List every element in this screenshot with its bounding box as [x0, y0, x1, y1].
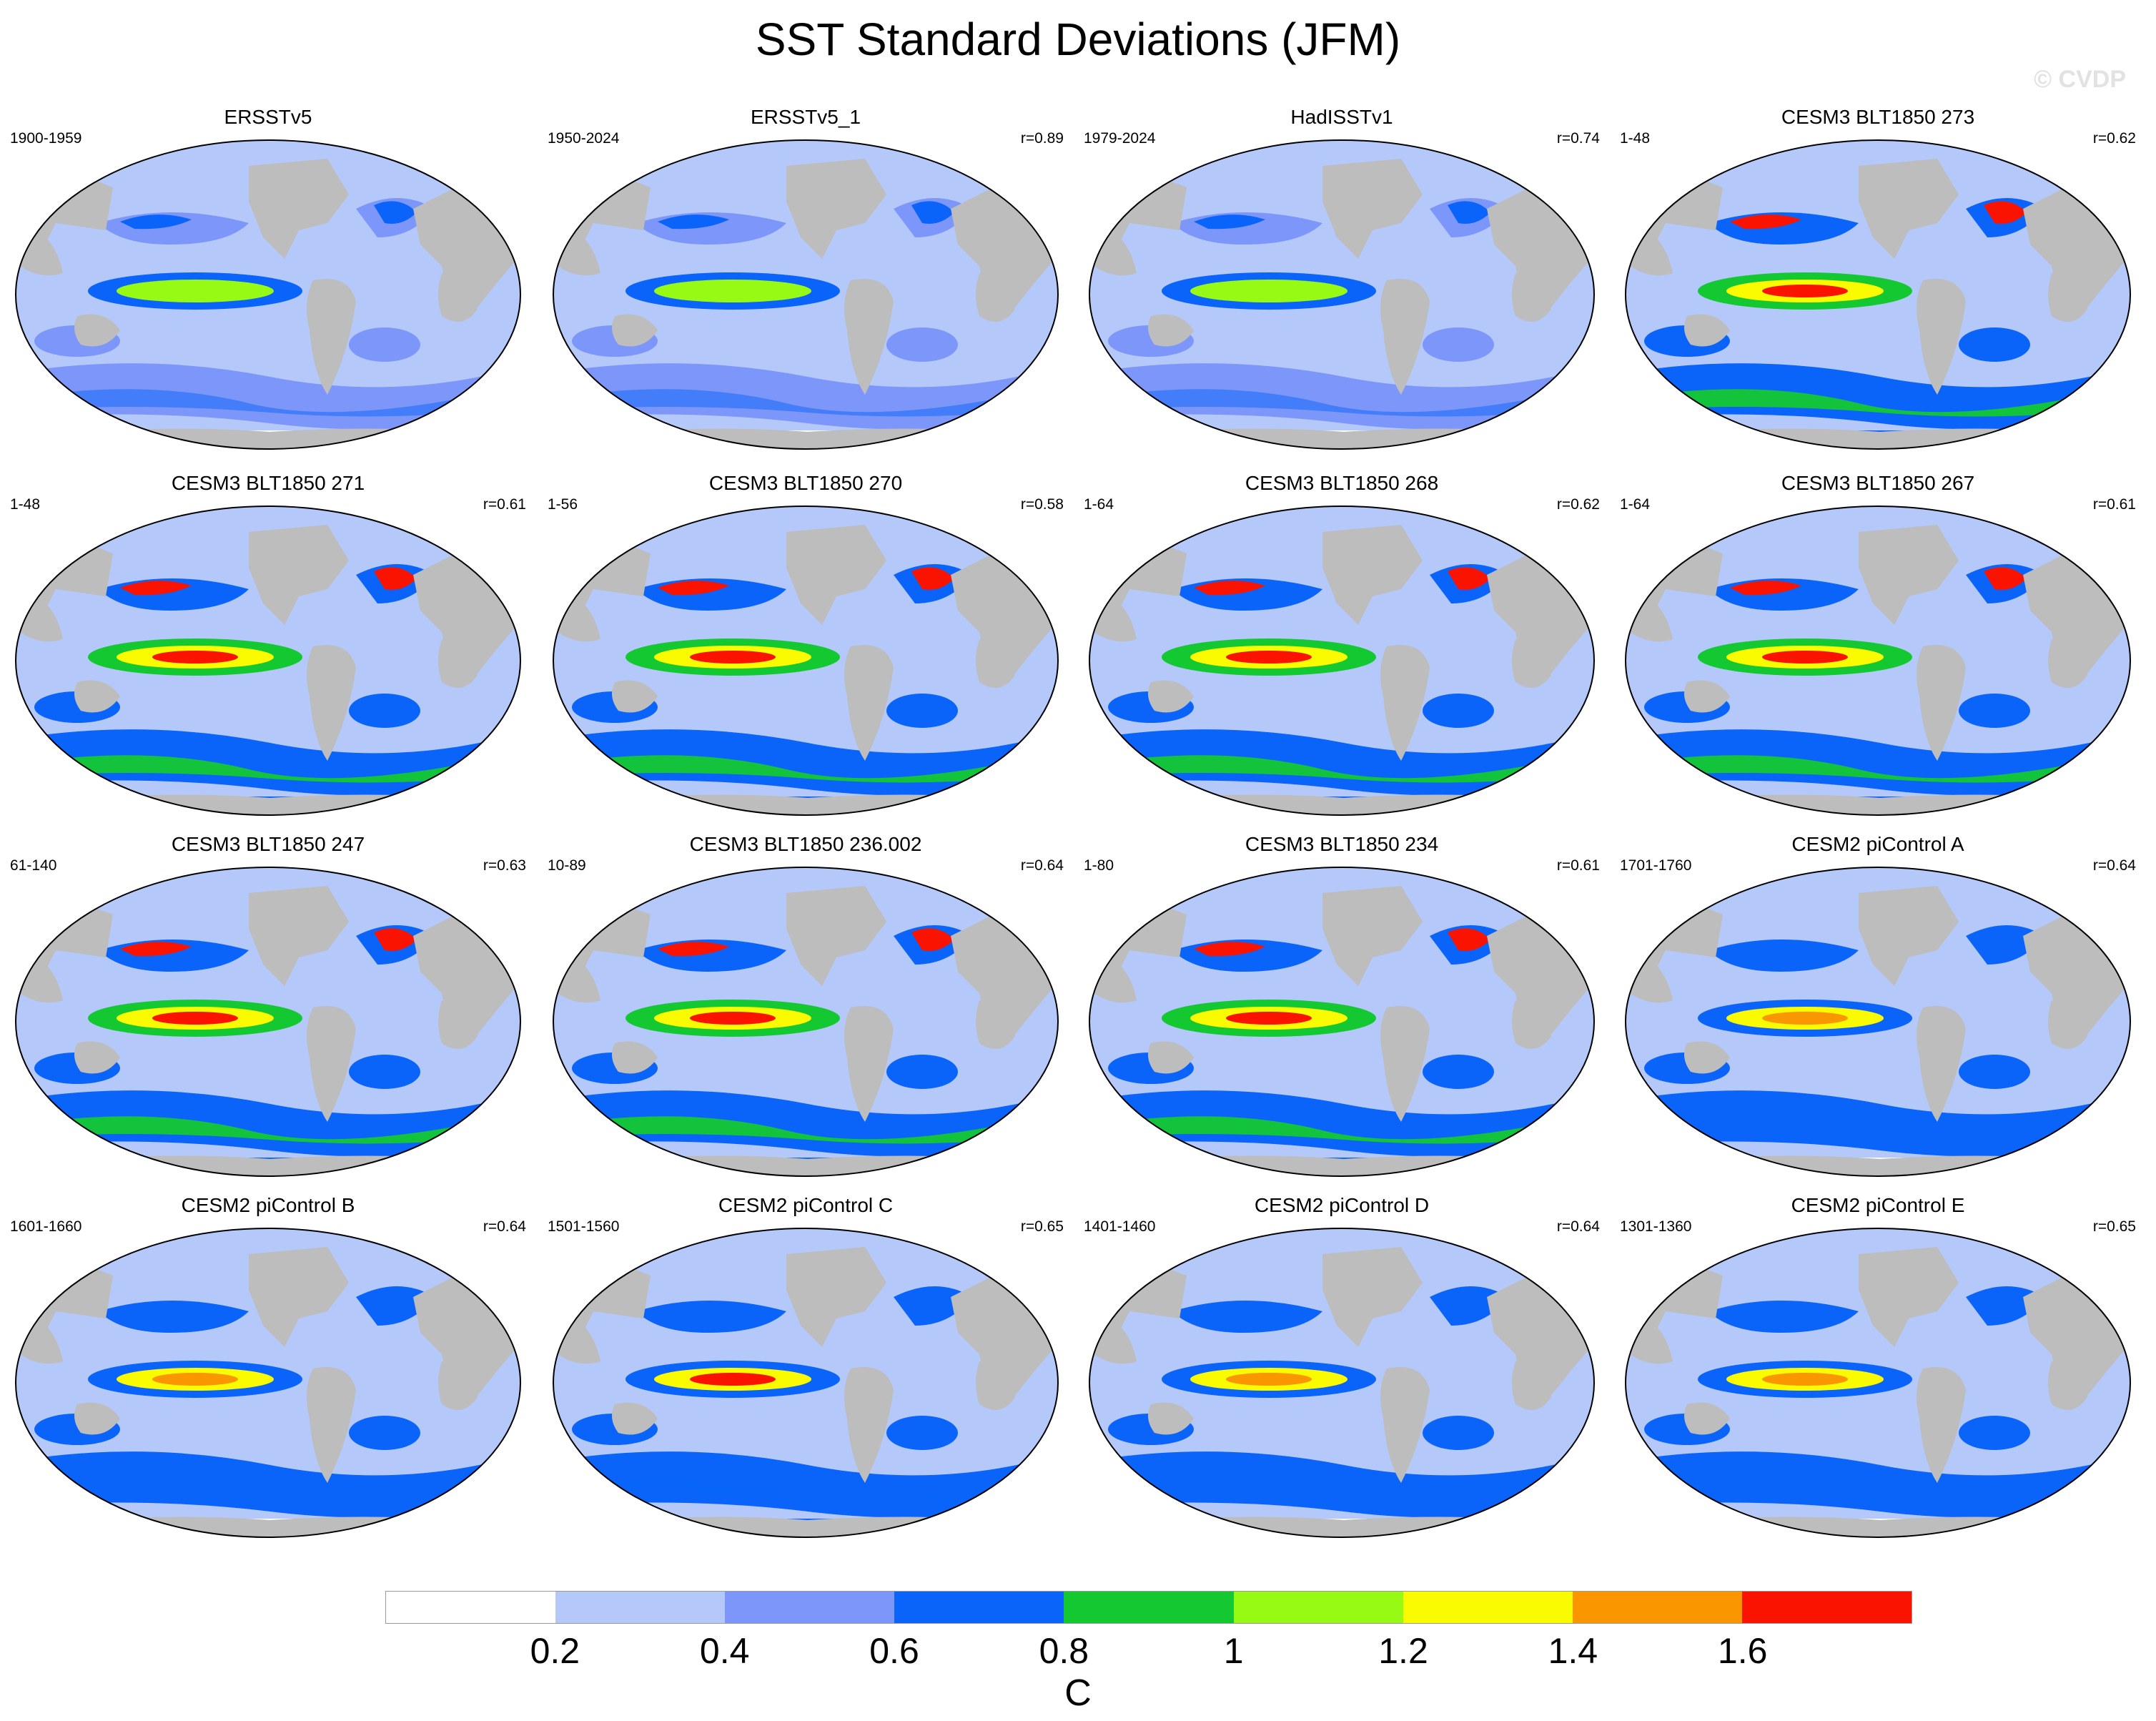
panel-title: HadISSTv1 [1290, 106, 1393, 128]
colorbar-box [725, 1592, 895, 1623]
map-panel: CESM3 BLT1850 247 61-140 r=0.63 [0, 833, 536, 1190]
map-panel: HadISSTv1 1979-2024 r=0.74 [1074, 106, 1610, 463]
panel-correlation: r=0.61 [483, 496, 526, 513]
panel-title: CESM3 BLT1850 271 [171, 472, 365, 494]
panel-years: 1-64 [1620, 496, 1651, 513]
panel-title: CESM2 piControl C [718, 1194, 894, 1216]
panel-correlation: r=0.74 [1556, 130, 1600, 147]
map-panel: CESM2 piControl D 1401-1460 r=0.64 [1074, 1194, 1610, 1552]
map-panel: CESM2 piControl B 1601-1660 r=0.64 [0, 1194, 536, 1552]
panel-correlation: r=0.63 [483, 857, 526, 874]
figure-title: SST Standard Deviations (JFM) [755, 14, 1401, 65]
panel-years: 61-140 [10, 857, 57, 874]
map-panel: CESM2 piControl A 1701-1760 r=0.64 [1610, 833, 2146, 1190]
panel-title: CESM3 BLT1850 267 [1781, 472, 1975, 494]
panel-title: CESM3 BLT1850 236.002 [689, 833, 922, 855]
panel-title: ERSSTv5 [224, 106, 312, 128]
panel-correlation: r=0.65 [1020, 1218, 1064, 1235]
colorbar-tick-label: 0.4 [699, 1631, 750, 1671]
panel-years: 1950-2024 [548, 130, 620, 147]
colorbar-tick-label: 0.2 [530, 1631, 580, 1671]
colorbar-box [1233, 1592, 1403, 1623]
panel-years: 1-80 [1084, 857, 1114, 874]
colorbar-box [555, 1592, 726, 1623]
panel-correlation: r=0.62 [2092, 130, 2136, 147]
colorbar-box [386, 1592, 556, 1623]
colorbar-tick-label: 1.6 [1717, 1631, 1768, 1671]
panel-title: CESM3 BLT1850 273 [1781, 106, 1975, 128]
panel-title: CESM3 BLT1850 270 [708, 472, 903, 494]
panel-correlation: r=0.64 [2092, 857, 2136, 874]
panel-years: 1401-1460 [1084, 1218, 1156, 1235]
panel-correlation: r=0.61 [1556, 857, 1600, 874]
colorbar [385, 1591, 1912, 1624]
map-panel: CESM3 BLT1850 273 1-48 r=0.62 [1610, 106, 2146, 463]
colorbar-box [1064, 1592, 1234, 1623]
panel-years: 1900-1959 [10, 130, 82, 147]
panel-years: 10-89 [548, 857, 586, 874]
panel-correlation: r=0.64 [1556, 1218, 1600, 1235]
panel-years: 1301-1360 [1620, 1218, 1692, 1235]
panel-title: CESM3 BLT1850 247 [171, 833, 365, 855]
panel-years: 1501-1560 [548, 1218, 620, 1235]
panel-correlation: r=0.58 [1020, 496, 1064, 513]
colorbar-unit-label: C [1064, 1672, 1092, 1714]
panel-title: CESM3 BLT1850 234 [1245, 833, 1439, 855]
panel-correlation: r=0.64 [1020, 857, 1064, 874]
map-panel: CESM3 BLT1850 236.002 10-89 r=0.64 [538, 833, 1074, 1190]
colorbar-box [1741, 1592, 1912, 1623]
panel-years: 1-48 [10, 496, 41, 513]
panel-correlation: r=0.61 [2092, 496, 2136, 513]
map-panel: CESM2 piControl C 1501-1560 r=0.65 [538, 1194, 1074, 1552]
panel-correlation: r=0.64 [483, 1218, 526, 1235]
panel-years: 1-56 [548, 496, 578, 513]
colorbar-box [1572, 1592, 1742, 1623]
panel-title: CESM2 piControl E [1791, 1194, 1965, 1216]
colorbar-box [1403, 1592, 1573, 1623]
colorbar-tick-label: 0.8 [1039, 1631, 1089, 1671]
map-panel: ERSSTv5_1 1950-2024 r=0.89 [538, 106, 1074, 463]
panel-title: CESM2 piControl B [181, 1194, 355, 1216]
colorbar-tick-label: 1 [1223, 1631, 1244, 1671]
panel-years: 1701-1760 [1620, 857, 1692, 874]
panel-title: CESM3 BLT1850 268 [1245, 472, 1439, 494]
panel-years: 1-64 [1084, 496, 1114, 513]
map-panel: CESM3 BLT1850 270 1-56 r=0.58 [538, 472, 1074, 829]
map-panel: CESM3 BLT1850 234 1-80 r=0.61 [1074, 833, 1610, 1190]
colorbar-box [894, 1592, 1064, 1623]
colorbar-tick-label: 0.6 [869, 1631, 919, 1671]
cvdp-watermark: © CVDP [2034, 66, 2126, 93]
map-panel: CESM3 BLT1850 267 1-64 r=0.61 [1610, 472, 2146, 829]
panel-years: 1-48 [1620, 130, 1651, 147]
panel-years: 1601-1660 [10, 1218, 82, 1235]
panel-correlation: r=0.65 [2092, 1218, 2136, 1235]
map-panel: CESM3 BLT1850 268 1-64 r=0.62 [1074, 472, 1610, 829]
colorbar-tick-label: 1.2 [1378, 1631, 1428, 1671]
panel-correlation: r=0.62 [1556, 496, 1600, 513]
panel-title: ERSSTv5_1 [750, 106, 861, 128]
colorbar-tick-label: 1.4 [1548, 1631, 1598, 1671]
panel-title: CESM2 piControl D [1254, 1194, 1430, 1216]
map-panel: ERSSTv5 1900-1959 [0, 106, 536, 463]
panel-years: 1979-2024 [1084, 130, 1156, 147]
map-panel: CESM3 BLT1850 271 1-48 r=0.61 [0, 472, 536, 829]
map-panel: CESM2 piControl E 1301-1360 r=0.65 [1610, 1194, 2146, 1552]
panel-title: CESM2 piControl A [1791, 833, 1964, 855]
panel-correlation: r=0.89 [1020, 130, 1064, 147]
